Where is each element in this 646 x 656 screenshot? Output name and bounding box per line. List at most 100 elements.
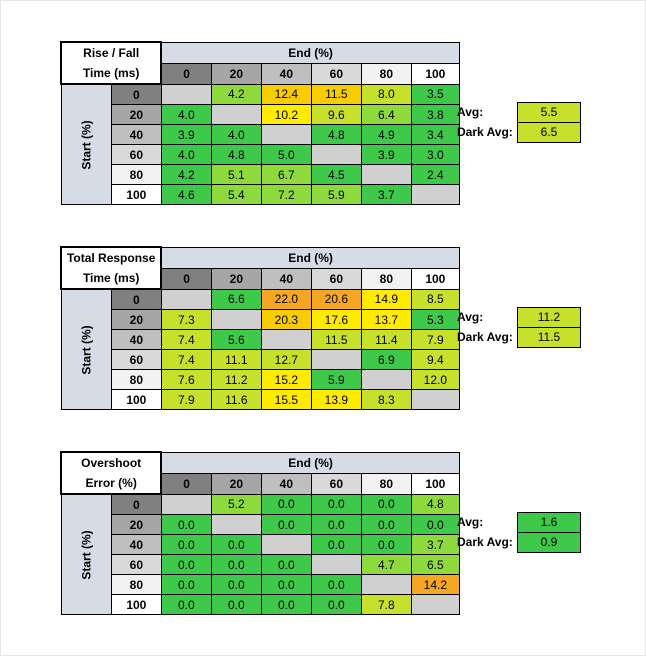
data-cell: 0.0 <box>160 534 212 555</box>
data-cell: 0.0 <box>210 594 262 615</box>
row-label: 0 <box>110 493 162 515</box>
data-cell <box>160 493 212 515</box>
dark-avg-label: Dark Avg: <box>457 125 513 139</box>
data-cell <box>160 288 212 310</box>
data-cell: 11.5 <box>310 329 362 350</box>
table-title: Total Response Time (ms) <box>59 246 163 290</box>
data-cell: 12.4 <box>260 83 312 105</box>
data-cell: 12.0 <box>410 369 460 390</box>
end-header: End (%) <box>160 451 460 474</box>
col-label: 60 <box>310 62 362 85</box>
data-cell: 3.7 <box>410 534 460 555</box>
data-cell <box>360 164 412 185</box>
data-cell: 4.0 <box>210 124 262 145</box>
data-cell: 5.6 <box>210 329 262 350</box>
col-label: 60 <box>310 267 362 290</box>
start-header-label: Start (%) <box>79 324 94 375</box>
data-cell <box>260 329 312 350</box>
data-cell: 2.4 <box>410 164 460 185</box>
end-header: End (%) <box>160 246 460 269</box>
col-label: 80 <box>360 472 412 495</box>
data-cell: 5.9 <box>310 369 362 390</box>
avg-label: Avg: <box>457 105 484 119</box>
data-cell: 12.7 <box>260 349 312 370</box>
data-cell: 8.5 <box>410 288 460 310</box>
data-cell: 11.1 <box>210 349 262 370</box>
data-cell: 3.5 <box>410 83 460 105</box>
data-cell: 4.8 <box>410 493 460 515</box>
row-label: 60 <box>110 554 162 575</box>
row-label: 80 <box>110 164 162 185</box>
col-label: 100 <box>410 267 460 290</box>
data-cell: 5.3 <box>410 309 460 330</box>
col-label: 40 <box>260 472 312 495</box>
data-cell: 0.0 <box>360 534 412 555</box>
table-title-line2: Time (ms) <box>82 66 140 80</box>
data-cell: 0.0 <box>260 493 312 515</box>
response-table-2: Total Response Time (ms) End (%) 0 20 40 60 80 1… <box>59 246 460 410</box>
col-label: 40 <box>260 267 312 290</box>
data-cell: 6.9 <box>360 349 412 370</box>
data-cell: 7.4 <box>160 329 212 350</box>
data-cell: 3.0 <box>410 144 460 165</box>
data-cell: 4.8 <box>310 124 362 145</box>
data-cell: 3.9 <box>160 124 212 145</box>
data-cell: 7.9 <box>160 389 212 410</box>
start-header: Start (%) <box>60 493 112 615</box>
data-cell <box>310 554 362 575</box>
data-cell: 0.0 <box>310 514 362 535</box>
data-cell: 3.4 <box>410 124 460 145</box>
data-cell: 20.6 <box>310 288 362 310</box>
row-label: 0 <box>110 83 162 105</box>
col-label: 80 <box>360 62 412 85</box>
row-label: 100 <box>110 184 162 205</box>
data-cell: 0.0 <box>260 514 312 535</box>
response-table-3: Overshoot Error (%) End (%) 0 20 40 60 80 100 Sta… <box>59 451 460 615</box>
data-cell: 9.6 <box>310 104 362 125</box>
row-label: 80 <box>110 574 162 595</box>
col-label: 60 <box>310 472 362 495</box>
data-cell: 4.6 <box>160 184 212 205</box>
data-cell: 7.6 <box>160 369 212 390</box>
data-cell: 14.9 <box>360 288 412 310</box>
table-title-line1: Rise / Fall <box>83 46 140 60</box>
data-cell <box>260 534 312 555</box>
table-title: Overshoot Error (%) <box>59 451 163 495</box>
data-cell: 0.0 <box>160 514 212 535</box>
row-label: 60 <box>110 349 162 370</box>
data-cell: 11.2 <box>210 369 262 390</box>
row-label: 100 <box>110 594 162 615</box>
row-label: 20 <box>110 514 162 535</box>
start-header: Start (%) <box>60 288 112 410</box>
data-cell: 13.7 <box>360 309 412 330</box>
avg-value: 11.2 <box>517 307 581 328</box>
data-cell: 0.0 <box>160 594 212 615</box>
data-cell: 0.0 <box>160 574 212 595</box>
data-cell <box>360 574 412 595</box>
col-label: 0 <box>160 472 212 495</box>
data-cell: 13.9 <box>310 389 362 410</box>
data-cell <box>160 83 212 105</box>
data-cell: 0.0 <box>310 493 362 515</box>
data-cell: 17.6 <box>310 309 362 330</box>
row-label: 0 <box>110 288 162 310</box>
data-cell: 0.0 <box>310 594 362 615</box>
data-cell: 5.0 <box>260 144 312 165</box>
data-cell: 4.2 <box>160 164 212 185</box>
avg-value: 1.6 <box>517 512 581 533</box>
data-cell: 0.0 <box>210 574 262 595</box>
col-label: 20 <box>210 62 262 85</box>
data-cell: 7.9 <box>410 329 460 350</box>
data-cell: 3.9 <box>360 144 412 165</box>
data-cell: 7.4 <box>160 349 212 370</box>
row-label: 20 <box>110 309 162 330</box>
row-label: 40 <box>110 534 162 555</box>
data-cell: 0.0 <box>360 514 412 535</box>
data-cell: 15.5 <box>260 389 312 410</box>
table-title: Rise / Fall Time (ms) <box>59 41 163 85</box>
data-cell: 5.2 <box>210 493 262 515</box>
data-cell: 3.7 <box>360 184 412 205</box>
data-cell: 4.9 <box>360 124 412 145</box>
data-cell: 10.2 <box>260 104 312 125</box>
data-cell: 0.0 <box>410 514 460 535</box>
